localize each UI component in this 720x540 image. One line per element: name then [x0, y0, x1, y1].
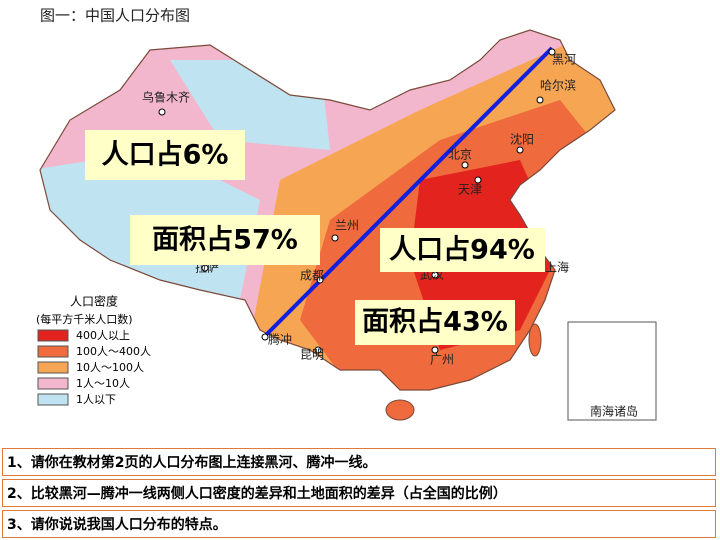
city-label: 沈阳	[510, 132, 534, 147]
hainan	[385, 399, 415, 421]
city-label: 黑河	[552, 53, 576, 67]
legend-subtitle: (每平方千米人口数)	[36, 312, 133, 326]
legend-item: 1人以下	[76, 393, 116, 406]
city-label: 南海诸岛	[590, 404, 638, 419]
map-title: 图一：中国人口分布图	[40, 7, 190, 25]
legend: 人口密度 (每平方千米人口数) 400人以上 100人～400人 10人～100…	[36, 294, 151, 407]
city-label: 昆明	[300, 348, 324, 362]
taiwan	[528, 323, 542, 357]
callouts: 人口占6% 面积占57% 人口占94% 面积占43%	[85, 130, 545, 345]
callout: 面积占57%	[152, 225, 298, 256]
south-sea-inset	[567, 321, 657, 421]
city-label: 北京	[448, 148, 472, 162]
callout: 人口占94%	[389, 235, 535, 266]
question: 1、请你在教材第2页的人口分布图上连接黑河、腾冲一线。	[2, 448, 716, 476]
city-label: 成都	[300, 269, 324, 283]
city-label: 上海	[545, 260, 569, 275]
city-label: 广州	[430, 353, 454, 367]
border	[39, 29, 616, 391]
legend-item: 400人以上	[76, 329, 130, 342]
legend-title: 人口密度	[70, 294, 118, 309]
question: 3、请你说说我国人口分布的特点。	[2, 510, 716, 538]
question: 2、比较黑河—腾冲一线两侧人口密度的差异和土地面积的差异（占全国的比例）	[2, 479, 716, 507]
city-label: 腾冲	[268, 332, 292, 347]
city-label: 天津	[458, 183, 482, 197]
city-label: 哈尔滨	[540, 78, 576, 93]
callout: 人口占6%	[102, 140, 229, 171]
legend-item: 100人～400人	[76, 345, 151, 358]
callout: 面积占43%	[362, 307, 508, 338]
heihe-tengchong-line	[261, 46, 554, 340]
city-label: 兰州	[335, 219, 359, 233]
legend-item: 1人～10人	[76, 377, 130, 390]
legend-item: 10人～100人	[76, 361, 144, 374]
city-label: 乌鲁木齐	[142, 90, 190, 105]
map: 图一：中国人口分布图 乌鲁木齐 哈尔滨 黑河 沈阳 北京 天津 兰州 拉萨 成都…	[36, 7, 657, 421]
